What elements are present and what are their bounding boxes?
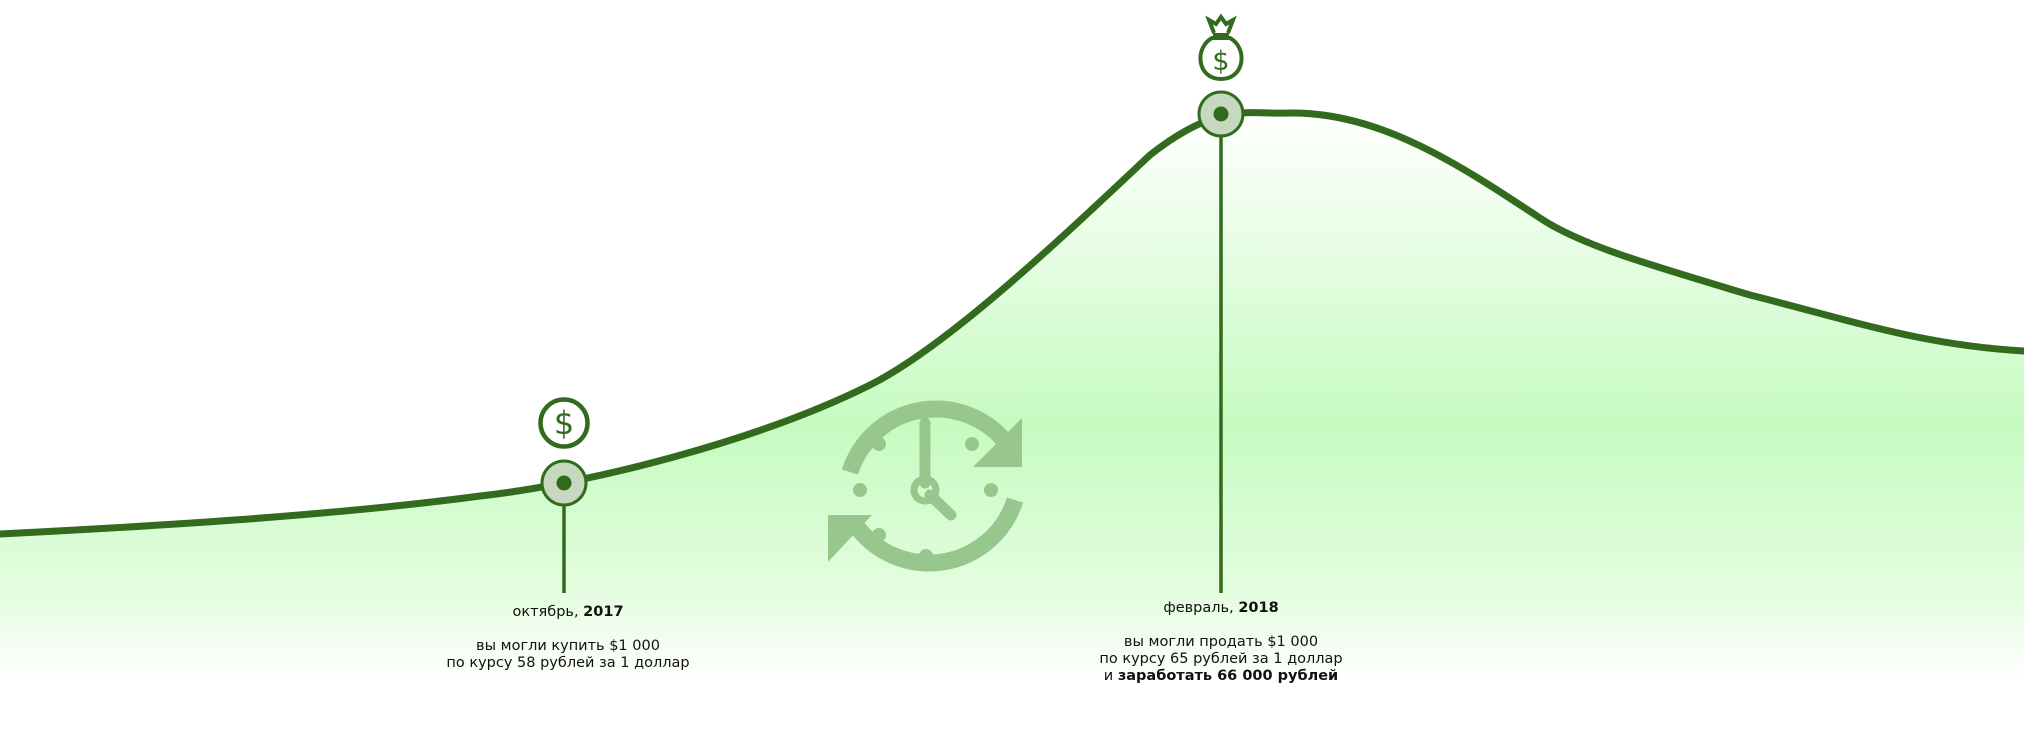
svg-text:$: $: [554, 404, 574, 442]
caption-2018-line1: вы могли продать $1 000: [1123, 634, 1319, 650]
money-bag-icon: $: [1198, 13, 1244, 82]
point-2017: $: [538, 397, 590, 593]
caption-2017-date: октябрь, 2017: [512, 604, 624, 620]
caption-2018-date: февраль, 2018: [1163, 600, 1279, 616]
point-2018: $: [1197, 13, 1245, 593]
caption-2018-line2: по курсу 65 рублей за 1 доллар: [1099, 651, 1343, 667]
rate-curve: [0, 109, 2024, 538]
caption-2018: февраль, 2018 вы могли продать $1 000 по…: [1071, 600, 1371, 685]
caption-2018-line3: и заработать 66 000 рублей: [1103, 668, 1339, 684]
caption-2017-line2: по курсу 58 рублей за 1 доллар: [446, 655, 690, 671]
dollar-coin-icon: $: [538, 397, 590, 449]
curve-area-fill: [0, 112, 2024, 681]
svg-text:$: $: [1212, 46, 1229, 77]
caption-2017-line1: вы могли купить $1 000: [476, 638, 660, 654]
caption-2017: октябрь, 2017 вы могли купить $1 000 по …: [418, 604, 718, 672]
clock-refresh-icon: [828, 400, 1024, 572]
